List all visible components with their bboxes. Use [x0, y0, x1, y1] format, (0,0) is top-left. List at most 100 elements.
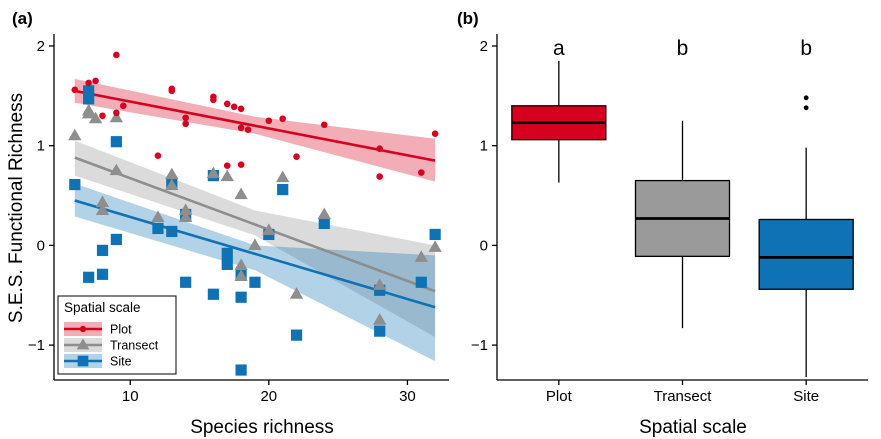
point-transect: [428, 240, 442, 252]
y-tick-label: 0: [480, 237, 488, 254]
point-transect: [373, 278, 387, 290]
point-plot: [237, 105, 245, 113]
point-site: [429, 228, 441, 241]
point-transect: [165, 167, 179, 180]
fit-line-plot: [74, 89, 436, 162]
point-site: [318, 217, 330, 230]
panel-b-label: (b): [457, 9, 479, 28]
x-axis-title: Spatial scale: [639, 417, 747, 438]
point-site: [110, 136, 122, 148]
point-plot: [154, 152, 162, 159]
boxplot-site: b: [758, 37, 854, 378]
point-transect: [95, 203, 110, 216]
point-plot: [210, 93, 217, 101]
point-site: [166, 225, 178, 238]
point-site: [83, 93, 95, 105]
point-transect: [414, 250, 428, 262]
legend-label-transect: Transect: [110, 339, 159, 353]
fit-line-transect: [74, 156, 436, 293]
point-site: [96, 244, 109, 256]
point-transect: [248, 238, 262, 250]
point-plot: [230, 103, 238, 111]
x-tick-label: 20: [260, 388, 277, 405]
point-plot: [244, 126, 252, 134]
data-points: [68, 51, 442, 376]
point-site: [221, 258, 233, 270]
significance-letter: b: [800, 37, 812, 60]
point-plot: [223, 100, 231, 108]
point-site: [83, 85, 95, 97]
legend-key-marker: [77, 355, 89, 367]
significance-letter: a: [553, 37, 565, 60]
point-plot: [417, 169, 425, 176]
point-plot: [92, 77, 99, 85]
outlier-point: [803, 95, 809, 101]
point-transect: [206, 166, 221, 179]
point-transect: [262, 223, 276, 235]
x-axis-title: Species richness: [190, 417, 334, 438]
point-site: [152, 222, 164, 235]
point-plot: [279, 115, 286, 123]
point-plot: [293, 153, 300, 160]
box: [758, 218, 854, 290]
legend-title: Spatial scale: [64, 300, 141, 315]
point-transect: [373, 313, 387, 325]
y-axis-title: S.E.S. Functional Richness: [6, 93, 27, 323]
point-plot: [376, 145, 384, 152]
x-tick-label-site: Site: [793, 388, 819, 405]
point-transect: [317, 207, 331, 220]
point-site: [235, 364, 247, 376]
x-tick-label: 30: [399, 388, 416, 405]
point-transect: [165, 178, 179, 191]
point-plot: [320, 121, 328, 129]
x-tick-label-plot: Plot: [546, 388, 573, 405]
panel-a-label: (a): [12, 9, 33, 28]
legend-key-marker: [79, 325, 87, 333]
point-transect: [88, 111, 103, 124]
axes: −1 0 1 2 Plot Transect Site: [471, 34, 868, 405]
y-tick-label: 2: [37, 38, 45, 55]
point-plot: [265, 117, 273, 125]
point-plot: [237, 161, 245, 168]
point-site: [83, 271, 95, 283]
point-plot: [431, 130, 439, 138]
point-plot: [119, 102, 127, 110]
point-site: [180, 276, 192, 288]
point-transect: [151, 210, 165, 223]
point-site: [221, 247, 233, 259]
point-site: [110, 233, 122, 246]
point-site: [290, 329, 303, 341]
legend-label-plot: Plot: [110, 323, 132, 337]
outlier-point: [803, 105, 809, 111]
point-plot: [113, 51, 120, 59]
point-plot: [182, 114, 189, 122]
boxplot-transect: b: [634, 37, 731, 329]
point-plot: [99, 112, 106, 120]
y-tick-label: −1: [28, 337, 45, 354]
boxplot-panel: a b b −1 0 1 2 Plot Transect Site Spatial scale: [471, 34, 868, 438]
y-tick-label: 2: [480, 38, 488, 55]
point-plot: [85, 79, 92, 87]
point-plot: [182, 120, 189, 128]
point-transect: [95, 195, 110, 208]
ci-band-plot: [74, 78, 436, 182]
boxplot-plot: a: [511, 37, 607, 183]
legend-key-marker: [76, 338, 90, 350]
point-transect: [68, 128, 82, 141]
point-transect: [289, 287, 304, 299]
point-transect: [81, 103, 96, 116]
y-tick-label: −1: [471, 337, 488, 354]
point-transect: [109, 163, 124, 176]
point-transect: [179, 210, 193, 223]
y-tick-label: 1: [37, 138, 45, 155]
point-plot: [237, 124, 245, 132]
x-tick-label-transect: Transect: [654, 388, 713, 405]
point-site: [207, 288, 219, 300]
point-transect: [234, 258, 248, 270]
point-plot: [168, 87, 176, 95]
point-transect: [276, 170, 290, 183]
point-transect: [179, 203, 193, 216]
point-plot: [223, 162, 231, 169]
